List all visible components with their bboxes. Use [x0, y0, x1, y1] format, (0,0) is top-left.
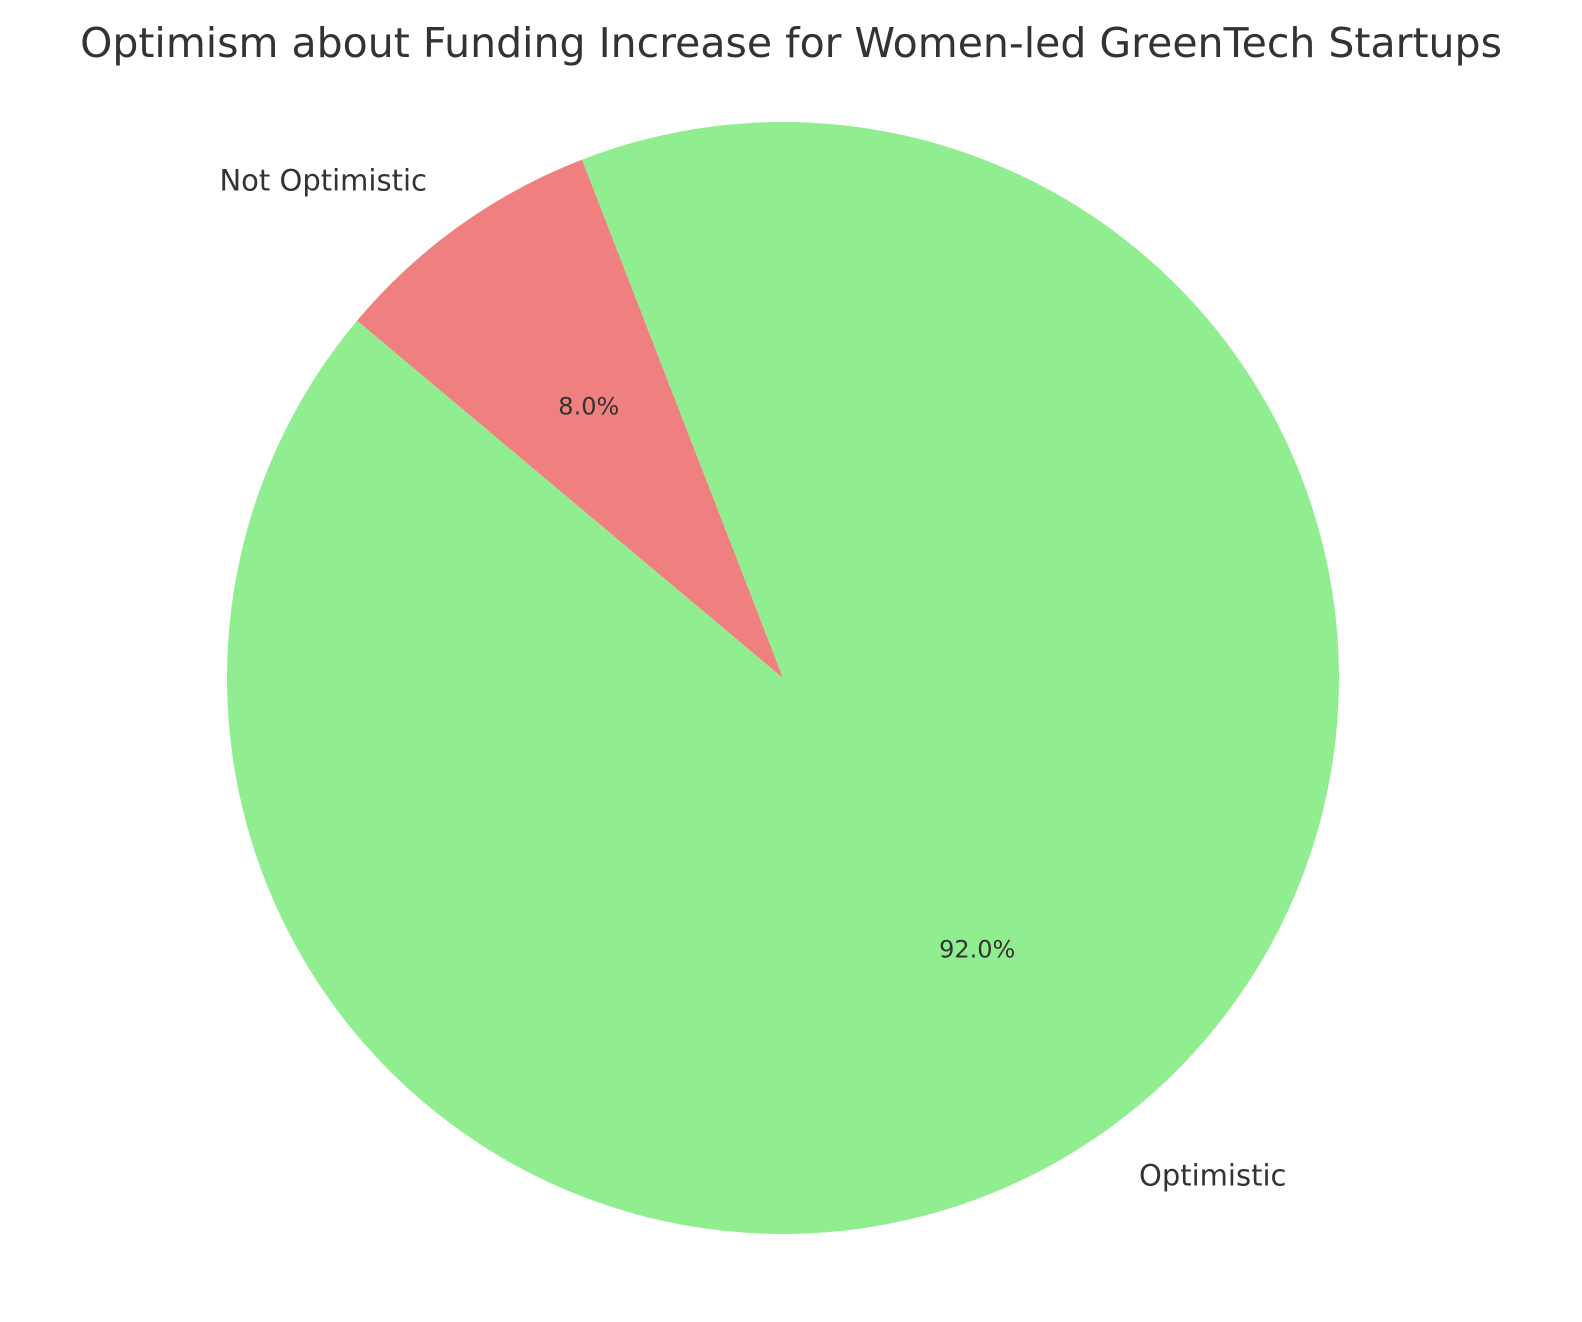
pie-slice-not-optimistic	[357, 159, 783, 679]
pie-slices	[227, 122, 1339, 1235]
slice-label-optimistic: Optimistic	[1139, 1158, 1286, 1192]
pie-labels: Optimistic 92.0% Not Optimistic 8.0%	[219, 164, 1286, 1193]
chart-title: Optimism about Funding Increase for Wome…	[80, 19, 1502, 67]
slice-label-not-optimistic: Not Optimistic	[219, 164, 426, 198]
slice-percent-not-optimistic: 8.0%	[558, 393, 619, 421]
slice-percent-optimistic: 92.0%	[939, 935, 1015, 963]
